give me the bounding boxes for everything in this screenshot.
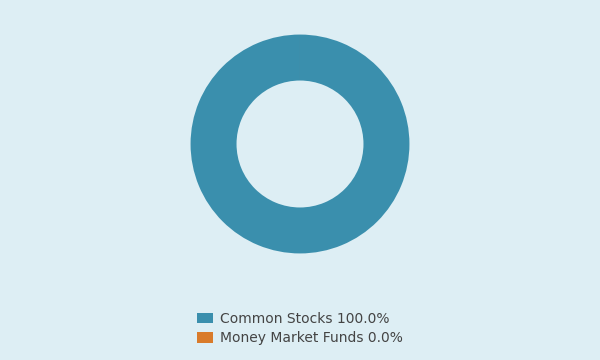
Legend: Common Stocks 100.0%, Money Market Funds 0.0%: Common Stocks 100.0%, Money Market Funds… — [193, 307, 407, 350]
Wedge shape — [191, 35, 409, 253]
